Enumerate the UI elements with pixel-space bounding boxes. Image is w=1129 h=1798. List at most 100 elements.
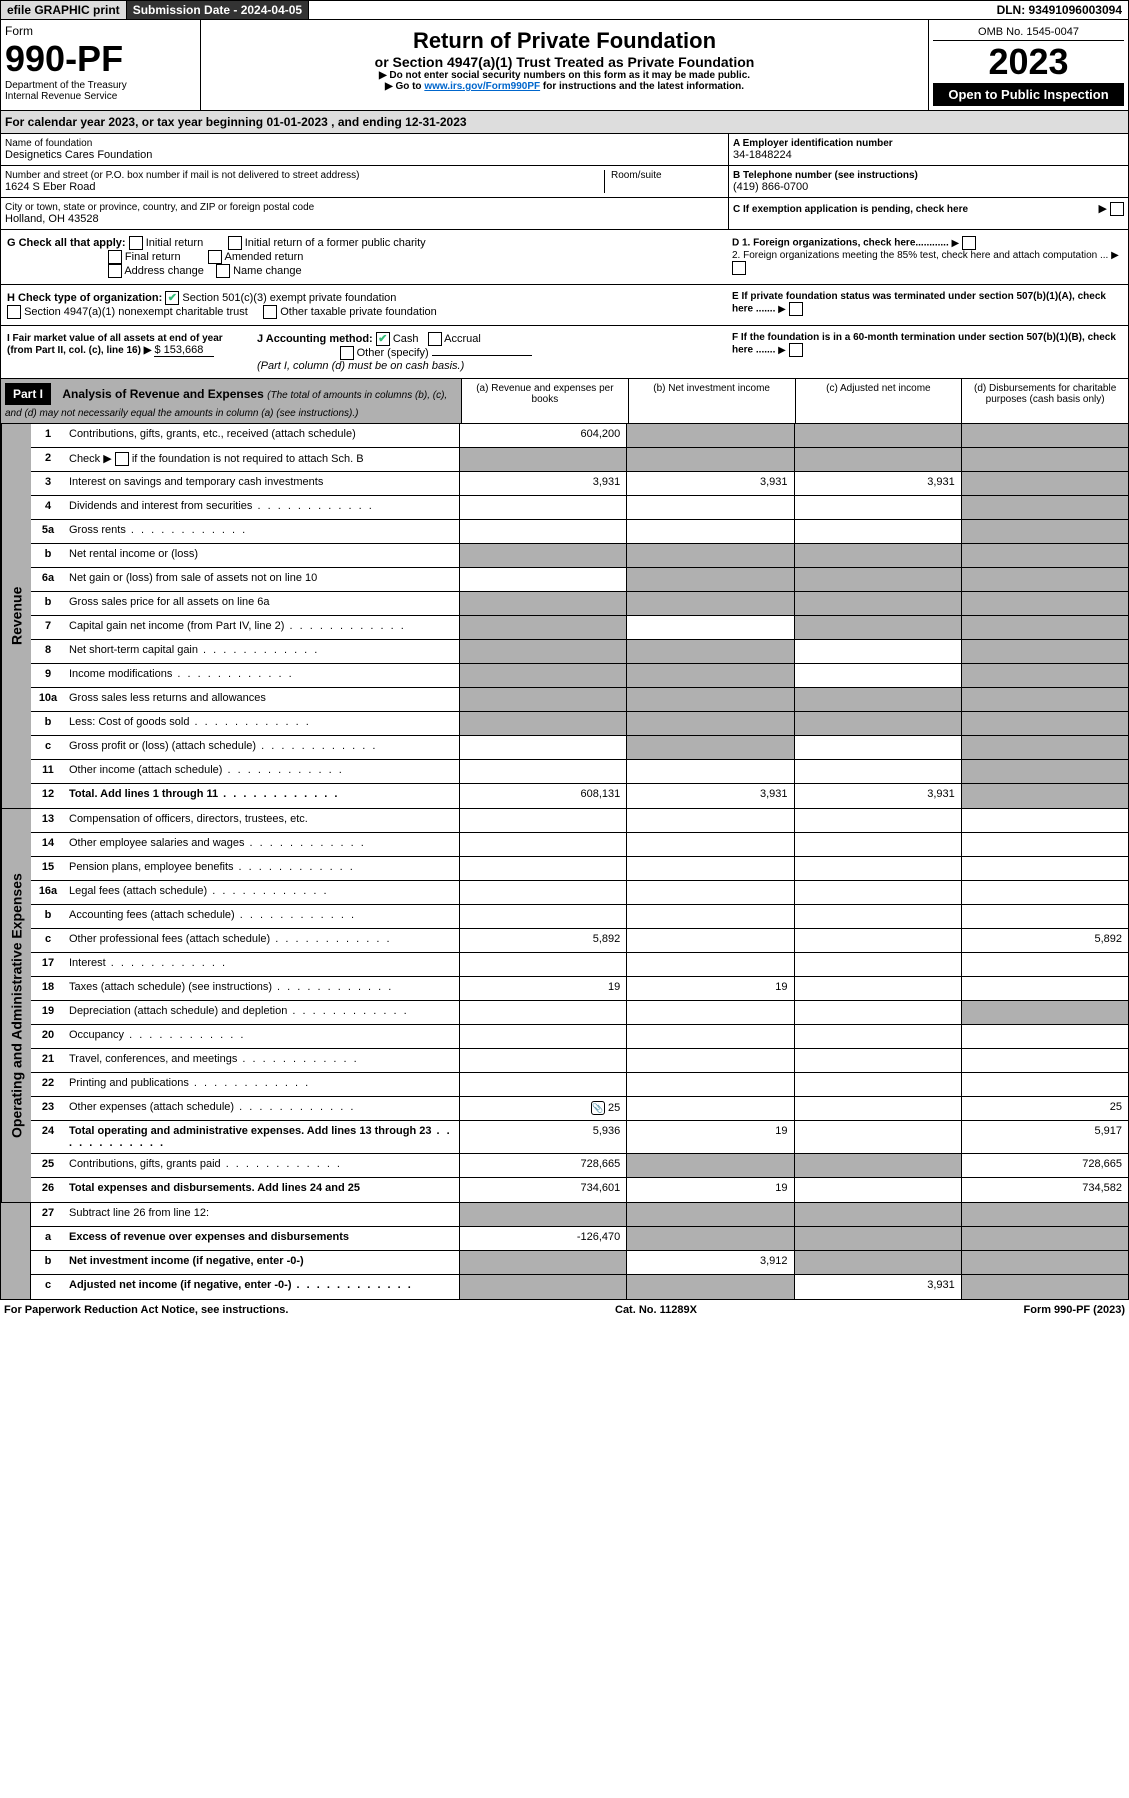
row-13: 13 Compensation of officers, directors, … — [31, 809, 1128, 833]
row-16b: b Accounting fees (attach schedule) — [31, 905, 1128, 929]
row-17: 17 Interest — [31, 953, 1128, 977]
row-ij: I Fair market value of all assets at end… — [0, 326, 1129, 379]
row-27: 27 Subtract line 26 from line 12: — [31, 1203, 1128, 1227]
efile-print-button[interactable]: efile GRAPHIC print — [1, 1, 127, 19]
row-24: 24 Total operating and administrative ex… — [31, 1121, 1128, 1154]
row-7: 7 Capital gain net income (from Part IV,… — [31, 616, 1128, 640]
footer-left: For Paperwork Reduction Act Notice, see … — [4, 1304, 288, 1316]
r1-a: 604,200 — [459, 424, 626, 447]
d2-label: 2. Foreign organizations meeting the 85%… — [732, 250, 1108, 261]
r2-prefix: Check ▶ — [69, 453, 115, 465]
checkbox-e[interactable] — [789, 302, 803, 316]
row-22: 22 Printing and publications — [31, 1073, 1128, 1097]
row-21: 21 Travel, conferences, and meetings — [31, 1049, 1128, 1073]
row-10a: 10a Gross sales less returns and allowan… — [31, 688, 1128, 712]
calendar-year-row: For calendar year 2023, or tax year begi… — [0, 111, 1129, 134]
omb-no: OMB No. 1545-0047 — [933, 24, 1124, 41]
j-o1: Cash — [393, 333, 419, 345]
dln: DLN: 93491096003094 — [991, 1, 1128, 19]
checkbox-g5[interactable] — [208, 250, 222, 264]
box-a: A Employer identification number 34-1848… — [729, 134, 1128, 166]
attachment-icon[interactable]: 📎 — [591, 1101, 605, 1115]
row-6b: b Gross sales price for all assets on li… — [31, 592, 1128, 616]
row-15: 15 Pension plans, employee benefits — [31, 857, 1128, 881]
g-o2: Final return — [125, 251, 181, 263]
top-bar: efile GRAPHIC print Submission Date - 20… — [0, 0, 1129, 20]
checkbox-d1[interactable] — [962, 236, 976, 250]
box-c: C If exemption application is pending, c… — [729, 198, 1128, 220]
h-o3: Other taxable private foundation — [280, 306, 437, 318]
checkbox-j2[interactable] — [428, 332, 442, 346]
note2-prefix: ▶ Go to — [385, 81, 424, 92]
expenses-section: Operating and Administrative Expenses 13… — [0, 809, 1129, 1203]
checkbox-f[interactable] — [789, 343, 803, 357]
i-value: $ 153,668 — [154, 344, 214, 357]
row-26: 26 Total expenses and disbursements. Add… — [31, 1178, 1128, 1202]
col-c-hdr: (c) Adjusted net income — [795, 379, 962, 423]
row-16a: 16a Legal fees (attach schedule) — [31, 881, 1128, 905]
box-d1: D 1. Foreign organizations, check here..… — [732, 236, 1122, 250]
row-16c: c Other professional fees (attach schedu… — [31, 929, 1128, 953]
phone-value: (419) 866-0700 — [733, 181, 1124, 193]
checkbox-h2[interactable] — [7, 305, 21, 319]
form-link[interactable]: www.irs.gov/Form990PF — [424, 81, 540, 92]
checkbox-g6[interactable] — [216, 264, 230, 278]
checkbox-g3[interactable] — [108, 264, 122, 278]
note-2: ▶ Go to www.irs.gov/Form990PF for instru… — [209, 81, 920, 92]
checkbox-g4[interactable] — [228, 236, 242, 250]
arrow-icon — [778, 304, 786, 315]
checkbox-h1[interactable] — [165, 291, 179, 305]
irs: Internal Revenue Service — [5, 91, 196, 102]
form-word: Form — [5, 24, 196, 38]
addr-label: Number and street (or P.O. box number if… — [5, 170, 604, 181]
row-27-section: 27 Subtract line 26 from line 12: a Exce… — [0, 1203, 1129, 1300]
checkbox-c[interactable] — [1110, 202, 1124, 216]
city-label: City or town, state or province, country… — [5, 202, 724, 213]
checkbox-j1[interactable] — [376, 332, 390, 346]
box-d2: 2. Foreign organizations meeting the 85%… — [732, 250, 1122, 275]
checkbox-g1[interactable] — [129, 236, 143, 250]
phone-label: B Telephone number (see instructions) — [733, 170, 1124, 181]
row-14: 14 Other employee salaries and wages — [31, 833, 1128, 857]
col-d-hdr: (d) Disbursements for charitable purpose… — [961, 379, 1128, 423]
name-label: Name of foundation — [5, 138, 724, 149]
g-label: G Check all that apply: — [7, 237, 126, 249]
checkbox-h3[interactable] — [263, 305, 277, 319]
footer-mid: Cat. No. 11289X — [615, 1304, 697, 1316]
arrow-icon — [1098, 203, 1106, 215]
submission-date: Submission Date - 2024-04-05 — [127, 1, 309, 19]
j-o3: Other (specify) — [357, 347, 429, 359]
row-5b: b Net rental income or (loss) — [31, 544, 1128, 568]
j-o2: Accrual — [444, 333, 481, 345]
checkbox-j3[interactable] — [340, 346, 354, 360]
row-6a: 6a Net gain or (loss) from sale of asset… — [31, 568, 1128, 592]
tax-year: 2023 — [933, 41, 1124, 83]
g-o4: Initial return of a former public charit… — [245, 237, 426, 249]
col-a-hdr: (a) Revenue and expenses per books — [461, 379, 628, 423]
addr-block: Number and street (or P.O. box number if… — [1, 166, 728, 198]
part1-label: Part I — [5, 383, 51, 405]
r23-a: 25 — [608, 1102, 620, 1114]
form-subtitle: or Section 4947(a)(1) Trust Treated as P… — [209, 54, 920, 70]
box-e: E If private foundation status was termi… — [732, 291, 1122, 316]
g-o6: Name change — [233, 265, 302, 277]
checkbox-d2[interactable] — [732, 261, 746, 275]
d1-label: D 1. Foreign organizations, check here..… — [732, 238, 949, 249]
box-b: B Telephone number (see instructions) (4… — [729, 166, 1128, 198]
addr-value: 1624 S Eber Road — [5, 181, 604, 193]
row-27b: b Net investment income (if negative, en… — [31, 1251, 1128, 1275]
info-grid: Name of foundation Designetics Cares Fou… — [0, 134, 1129, 230]
row-5a: 5a Gross rents — [31, 520, 1128, 544]
form-header: Form 990-PF Department of the Treasury I… — [0, 20, 1129, 111]
row-1: 1 Contributions, gifts, grants, etc., re… — [31, 424, 1128, 448]
checkbox-g2[interactable] — [108, 250, 122, 264]
row-10c: c Gross profit or (loss) (attach schedul… — [31, 736, 1128, 760]
checkbox-r2[interactable] — [115, 452, 129, 466]
open-public: Open to Public Inspection — [933, 83, 1124, 106]
form-number: 990-PF — [5, 38, 196, 80]
row-2: 2 Check ▶ if the foundation is not requi… — [31, 448, 1128, 472]
row-8: 8 Net short-term capital gain — [31, 640, 1128, 664]
side-blank — [1, 1203, 31, 1299]
row-27c: c Adjusted net income (if negative, ente… — [31, 1275, 1128, 1299]
h-label: H Check type of organization: — [7, 292, 162, 304]
